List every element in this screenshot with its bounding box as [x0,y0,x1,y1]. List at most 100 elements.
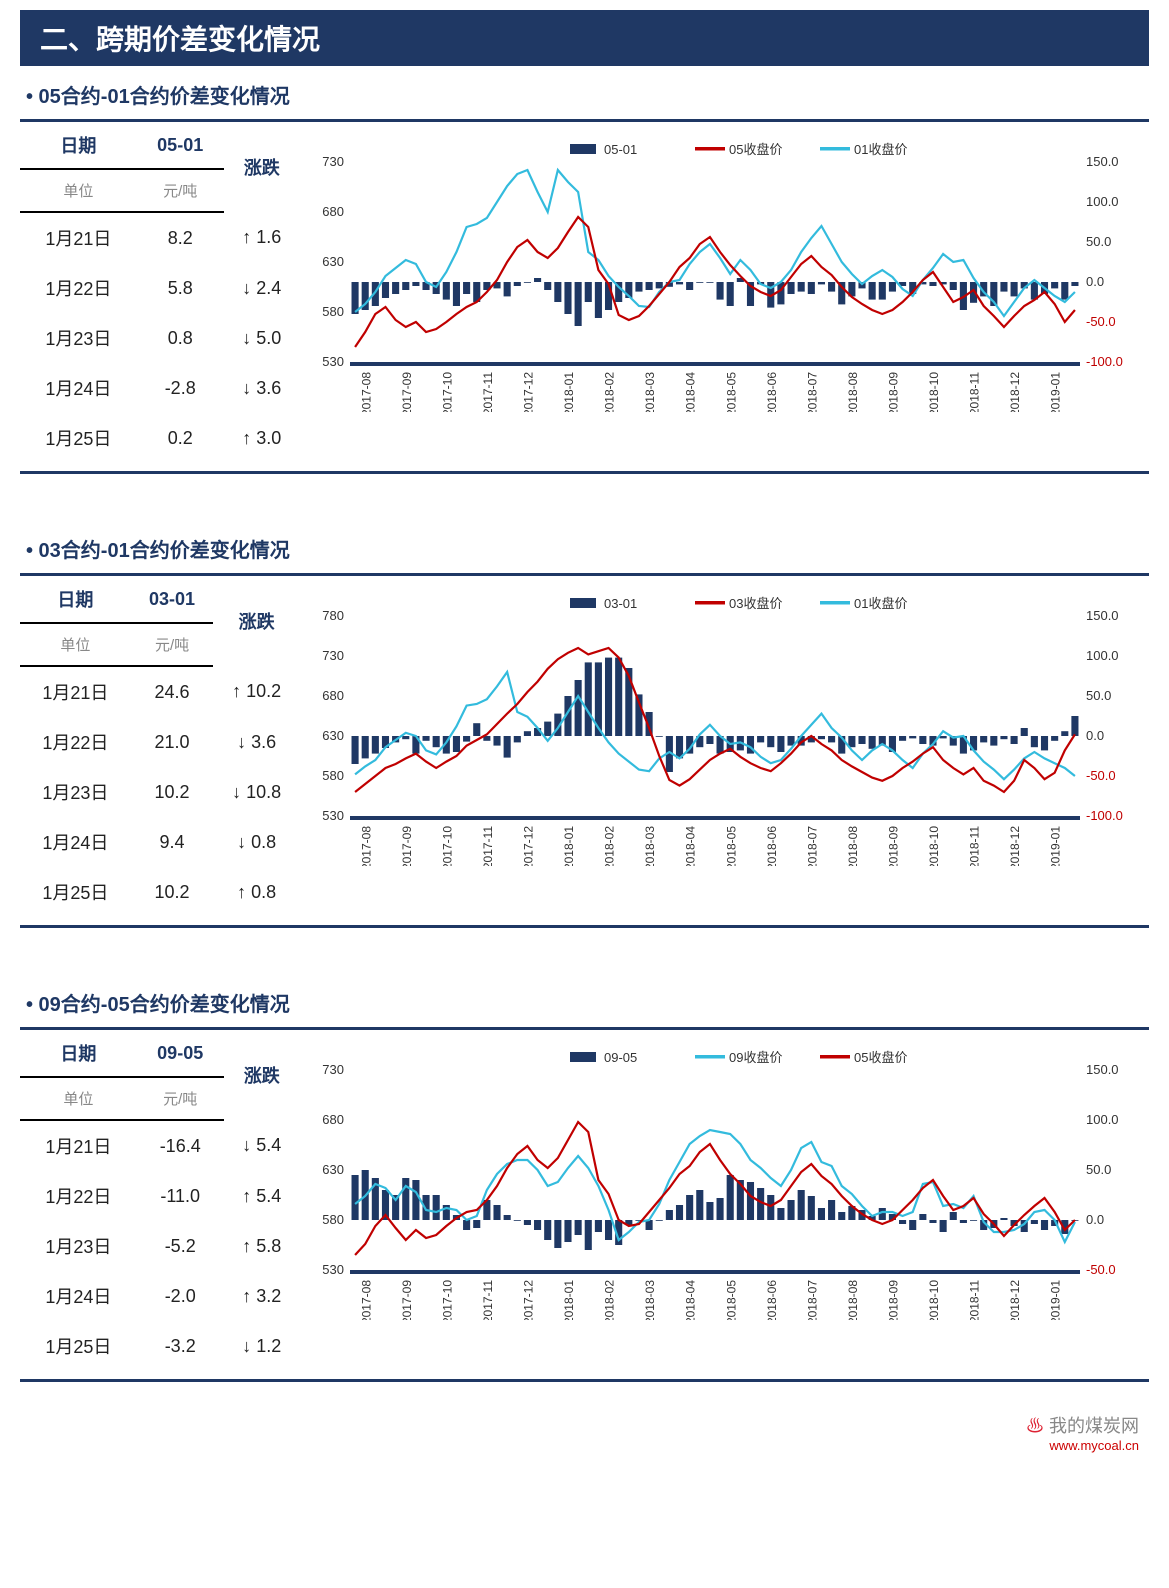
svg-text:630: 630 [322,254,344,269]
sub-header: • 09合约-05合约价差变化情况 [20,978,1149,1030]
svg-text:2018-09: 2018-09 [887,826,901,866]
table-row: 1月22日5.8 ↓ 2.4 [20,263,300,313]
watermark: ♨ 我的煤炭网 www.mycoal.cn [20,1412,1139,1453]
svg-text:2018-10: 2018-10 [927,1280,941,1320]
svg-text:2017-12: 2017-12 [522,1280,536,1320]
chart-wrap: 09-0509收盘价05收盘价530580630680730-50.00.050… [300,1030,1149,1371]
svg-text:2017-12: 2017-12 [522,372,536,412]
sub-header: • 05合约-01合约价差变化情况 [20,70,1149,122]
svg-text:-50.0: -50.0 [1086,768,1116,783]
svg-text:2017-11: 2017-11 [481,826,495,866]
svg-text:2018-01: 2018-01 [562,1280,576,1320]
svg-text:2017-10: 2017-10 [440,1280,454,1320]
svg-text:150.0: 150.0 [1086,154,1119,169]
svg-text:2018-02: 2018-02 [603,372,617,412]
svg-text:2018-12: 2018-12 [1008,1280,1022,1320]
svg-text:100.0: 100.0 [1086,194,1119,209]
svg-text:2018-01: 2018-01 [562,826,576,866]
svg-text:2018-07: 2018-07 [805,826,819,866]
svg-text:680: 680 [322,1112,344,1127]
svg-text:05收盘价: 05收盘价 [729,142,782,157]
svg-text:730: 730 [322,648,344,663]
svg-text:2019-01: 2019-01 [1049,1280,1063,1320]
svg-text:2018-05: 2018-05 [724,372,738,412]
watermark-text: 我的煤炭网 [1049,1416,1139,1436]
svg-text:2017-09: 2017-09 [400,372,414,412]
data-table: 日期09-05 涨跌 单位元/吨 1月21日-16.4 ↓ 5.4 1月22日-… [20,1030,300,1371]
svg-text:2018-04: 2018-04 [684,372,698,412]
svg-text:2018-09: 2018-09 [887,372,901,412]
svg-text:580: 580 [322,1212,344,1227]
svg-text:2018-02: 2018-02 [603,1280,617,1320]
table-row: 1月22日21.0 ↓ 3.6 [20,717,300,767]
table-row: 1月24日-2.0 ↑ 3.2 [20,1271,300,1321]
svg-text:2018-04: 2018-04 [684,1280,698,1320]
table-row: 1月21日8.2 ↑ 1.6 [20,212,300,263]
table-row: 1月25日-3.2 ↓ 1.2 [20,1321,300,1371]
svg-text:2018-03: 2018-03 [643,826,657,866]
svg-text:2018-05: 2018-05 [724,1280,738,1320]
table-row: 1月24日9.4 ↓ 0.8 [20,817,300,867]
svg-text:100.0: 100.0 [1086,1112,1119,1127]
chart-svg: 05-0105收盘价01收盘价530580630680730-100.0-50.… [310,132,1130,412]
svg-text:-100.0: -100.0 [1086,808,1123,823]
svg-text:2018-08: 2018-08 [846,1280,860,1320]
svg-text:2018-05: 2018-05 [724,826,738,866]
svg-text:2018-10: 2018-10 [927,372,941,412]
svg-text:09收盘价: 09收盘价 [729,1050,782,1065]
table-row: 1月21日-16.4 ↓ 5.4 [20,1120,300,1171]
svg-text:2017-08: 2017-08 [359,1280,373,1320]
svg-text:0.0: 0.0 [1086,728,1104,743]
svg-text:2018-03: 2018-03 [643,1280,657,1320]
svg-text:50.0: 50.0 [1086,688,1111,703]
svg-text:2017-11: 2017-11 [481,1280,495,1320]
svg-text:2018-11: 2018-11 [968,1280,982,1320]
svg-text:2017-09: 2017-09 [400,1280,414,1320]
svg-text:50.0: 50.0 [1086,234,1111,249]
svg-text:630: 630 [322,1162,344,1177]
svg-text:730: 730 [322,154,344,169]
svg-text:0.0: 0.0 [1086,1212,1104,1227]
section-p1: • 05合约-01合约价差变化情况 日期05-01 涨跌 单位元/吨 1月21日… [20,70,1149,474]
svg-text:680: 680 [322,204,344,219]
svg-text:2018-09: 2018-09 [887,1280,901,1320]
svg-text:2018-11: 2018-11 [968,826,982,866]
page-title: 二、跨期价差变化情况 [20,10,1149,66]
svg-text:2018-06: 2018-06 [765,372,779,412]
flame-icon: ♨ [1026,1416,1044,1436]
svg-text:530: 530 [322,1262,344,1277]
svg-text:150.0: 150.0 [1086,1062,1119,1077]
svg-text:50.0: 50.0 [1086,1162,1111,1177]
table-row: 1月25日0.2 ↑ 3.0 [20,413,300,463]
svg-text:150.0: 150.0 [1086,608,1119,623]
svg-text:680: 680 [322,688,344,703]
svg-text:-100.0: -100.0 [1086,354,1123,369]
data-table: 日期05-01 涨跌 单位元/吨 1月21日8.2 ↑ 1.6 1月22日5.8… [20,122,300,463]
table-row: 1月23日-5.2 ↑ 5.8 [20,1221,300,1271]
svg-text:01收盘价: 01收盘价 [854,142,907,157]
watermark-url: www.mycoal.cn [20,1438,1139,1453]
svg-text:2017-10: 2017-10 [440,826,454,866]
svg-text:0.0: 0.0 [1086,274,1104,289]
svg-text:2019-01: 2019-01 [1049,826,1063,866]
section-p3: • 09合约-05合约价差变化情况 日期09-05 涨跌 单位元/吨 1月21日… [20,978,1149,1382]
data-table: 日期03-01 涨跌 单位元/吨 1月21日24.6 ↑ 10.2 1月22日2… [20,576,300,917]
svg-text:09-05: 09-05 [604,1050,637,1065]
svg-text:2018-03: 2018-03 [643,372,657,412]
section-p2: • 03合约-01合约价差变化情况 日期03-01 涨跌 单位元/吨 1月21日… [20,524,1149,928]
svg-text:2018-10: 2018-10 [927,826,941,866]
svg-text:2018-08: 2018-08 [846,826,860,866]
svg-text:580: 580 [322,768,344,783]
table-row: 1月24日-2.8 ↓ 3.6 [20,363,300,413]
svg-text:-50.0: -50.0 [1086,1262,1116,1277]
table-row: 1月23日0.8 ↓ 5.0 [20,313,300,363]
table-row: 1月21日24.6 ↑ 10.2 [20,666,300,717]
svg-text:01收盘价: 01收盘价 [854,596,907,611]
svg-text:03收盘价: 03收盘价 [729,596,782,611]
svg-text:2017-09: 2017-09 [400,826,414,866]
svg-text:2017-08: 2017-08 [359,826,373,866]
svg-text:2017-08: 2017-08 [359,372,373,412]
svg-text:2018-12: 2018-12 [1008,826,1022,866]
svg-text:2018-01: 2018-01 [562,372,576,412]
svg-text:2017-12: 2017-12 [522,826,536,866]
